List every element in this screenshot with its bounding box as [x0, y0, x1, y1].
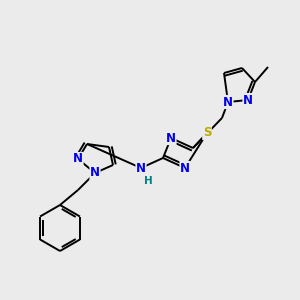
- Text: N: N: [243, 94, 253, 106]
- Text: N: N: [180, 161, 190, 175]
- Text: N: N: [90, 167, 100, 179]
- Text: N: N: [223, 95, 233, 109]
- Text: N: N: [166, 131, 176, 145]
- Text: N: N: [136, 161, 146, 175]
- Text: N: N: [73, 152, 83, 166]
- Text: H: H: [144, 176, 152, 186]
- Text: S: S: [203, 127, 211, 140]
